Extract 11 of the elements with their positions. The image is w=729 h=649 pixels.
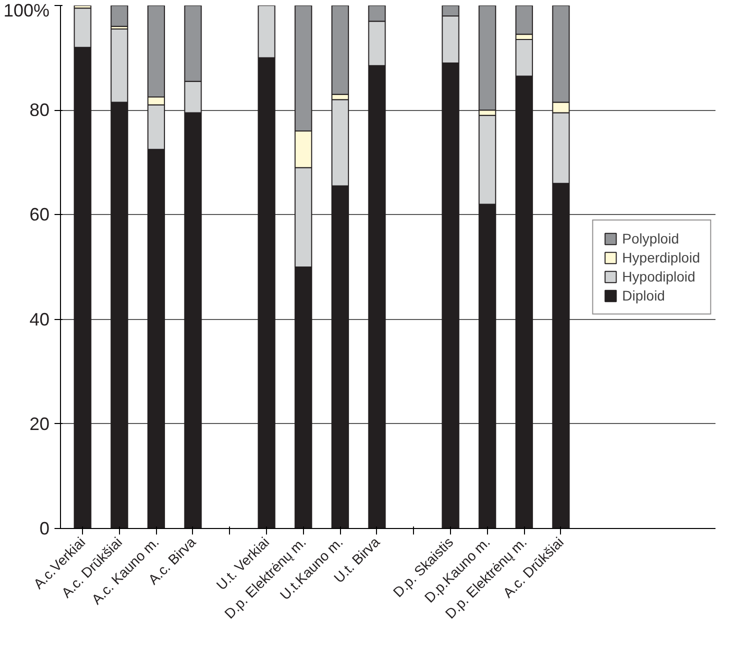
y-tick-label: 40 bbox=[29, 309, 50, 330]
y-tick-label: 100% bbox=[3, 0, 50, 20]
y-tick-label: 80 bbox=[29, 100, 50, 120]
y-tick-label: 60 bbox=[29, 204, 50, 225]
legend-label: Hypodiploid bbox=[622, 268, 696, 284]
legend-label: Diploid bbox=[622, 287, 665, 303]
y-tick-label: 0 bbox=[39, 518, 50, 538]
bar bbox=[110, 6, 128, 27]
y-tick-label: 20 bbox=[29, 414, 50, 434]
legend-label: Polyploid bbox=[622, 230, 679, 246]
legend-label: Hyperdiploid bbox=[622, 249, 700, 265]
